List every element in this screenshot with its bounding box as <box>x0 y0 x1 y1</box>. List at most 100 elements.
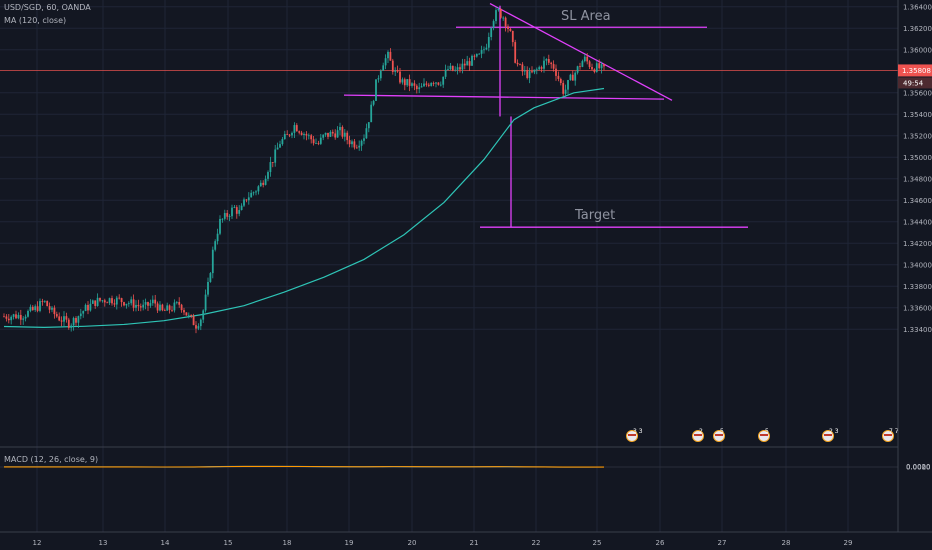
candle[interactable] <box>190 314 193 319</box>
candle[interactable] <box>574 71 577 86</box>
candle[interactable] <box>593 68 596 74</box>
candle[interactable] <box>307 133 310 140</box>
candle[interactable] <box>84 303 87 312</box>
candle[interactable] <box>389 48 392 61</box>
candle[interactable] <box>377 75 380 83</box>
candle[interactable] <box>600 61 603 74</box>
candle[interactable] <box>75 316 77 326</box>
candle[interactable] <box>456 63 459 75</box>
candle[interactable] <box>430 82 433 87</box>
candle[interactable] <box>403 77 406 91</box>
candle[interactable] <box>406 79 409 87</box>
candle[interactable] <box>214 239 217 252</box>
candle[interactable] <box>545 58 548 66</box>
candle[interactable] <box>156 301 159 314</box>
candle[interactable] <box>339 122 341 136</box>
candle[interactable] <box>581 59 584 68</box>
candle[interactable] <box>463 59 466 70</box>
candle[interactable] <box>231 204 233 220</box>
candle[interactable] <box>139 303 142 312</box>
candle[interactable] <box>123 301 125 307</box>
candle[interactable] <box>367 122 370 133</box>
candle[interactable] <box>466 55 469 66</box>
candle[interactable] <box>29 304 32 313</box>
candle[interactable] <box>125 303 128 309</box>
candle[interactable] <box>180 303 183 313</box>
candlestick-series[interactable] <box>3 7 605 334</box>
candle[interactable] <box>58 312 61 322</box>
candle[interactable] <box>43 300 46 303</box>
economic-event-badge[interactable]: 2 <box>692 428 704 442</box>
candle[interactable] <box>319 133 322 145</box>
candle[interactable] <box>250 189 253 198</box>
candle[interactable] <box>269 156 272 177</box>
candle[interactable] <box>540 65 543 73</box>
candle[interactable] <box>10 315 13 325</box>
candle[interactable] <box>202 309 205 323</box>
candle[interactable] <box>317 140 320 146</box>
candle[interactable] <box>283 130 286 140</box>
event-badges[interactable]: 3 3 2 5 5 2 3 7 7 <box>626 428 899 442</box>
candle[interactable] <box>31 305 34 311</box>
candle[interactable] <box>211 246 214 279</box>
candle[interactable] <box>163 308 166 312</box>
resistance-trendline[interactable] <box>489 3 673 101</box>
candle[interactable] <box>207 277 209 297</box>
candle[interactable] <box>27 309 29 318</box>
candle[interactable] <box>262 180 265 188</box>
candle[interactable] <box>5 314 8 322</box>
candle[interactable] <box>355 144 358 149</box>
candle[interactable] <box>178 297 181 308</box>
candle[interactable] <box>379 69 382 81</box>
candle[interactable] <box>271 162 274 168</box>
candle[interactable] <box>291 131 293 139</box>
candle[interactable] <box>147 301 149 312</box>
candle[interactable] <box>161 303 164 312</box>
candle[interactable] <box>171 305 173 313</box>
candle[interactable] <box>324 132 327 137</box>
candle[interactable] <box>111 295 113 306</box>
candle[interactable] <box>399 67 401 85</box>
candle[interactable] <box>538 65 541 71</box>
candle[interactable] <box>87 301 89 315</box>
candle[interactable] <box>41 298 44 306</box>
candle[interactable] <box>348 135 351 148</box>
candle[interactable] <box>255 190 257 196</box>
candle[interactable] <box>475 53 478 58</box>
candle[interactable] <box>298 130 301 135</box>
legend-ma[interactable]: MA (120, close) <box>4 15 66 26</box>
candle[interactable] <box>279 140 281 148</box>
candle[interactable] <box>351 139 353 148</box>
candle[interactable] <box>51 305 53 313</box>
candle[interactable] <box>353 138 356 150</box>
candle[interactable] <box>168 304 171 314</box>
candle[interactable] <box>144 298 147 310</box>
candle[interactable] <box>223 209 226 221</box>
candle[interactable] <box>449 62 452 71</box>
candle[interactable] <box>24 314 27 322</box>
candle[interactable] <box>432 81 435 87</box>
candle[interactable] <box>89 299 92 312</box>
candle[interactable] <box>413 80 416 91</box>
candle[interactable] <box>55 311 58 318</box>
candle[interactable] <box>459 63 461 73</box>
candle[interactable] <box>288 134 291 138</box>
candle[interactable] <box>468 57 471 72</box>
candle[interactable] <box>396 65 399 73</box>
candle[interactable] <box>226 210 229 220</box>
candle[interactable] <box>175 301 178 305</box>
candle[interactable] <box>166 302 169 311</box>
candle[interactable] <box>334 129 337 140</box>
candle[interactable] <box>555 64 557 81</box>
candle[interactable] <box>583 54 586 63</box>
candle[interactable] <box>303 132 305 140</box>
candle[interactable] <box>312 135 315 146</box>
candle[interactable] <box>127 301 130 307</box>
symbol-title[interactable]: USD/SGD, 60, OANDA <box>4 3 91 12</box>
candle[interactable] <box>65 312 68 323</box>
candle[interactable] <box>336 126 339 138</box>
candle[interactable] <box>96 293 99 307</box>
support-trendline[interactable] <box>343 94 665 100</box>
candle[interactable] <box>360 139 363 151</box>
candle[interactable] <box>521 62 524 76</box>
